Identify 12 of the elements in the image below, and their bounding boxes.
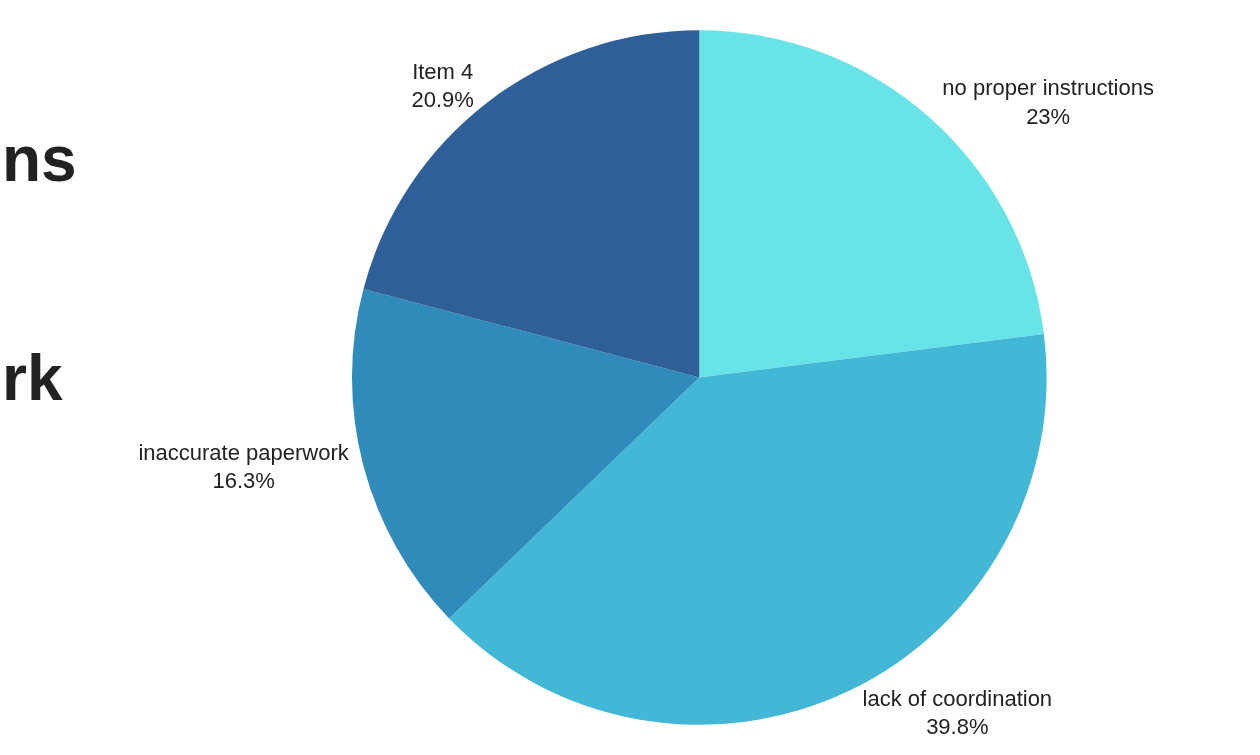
data-label: 23% bbox=[1026, 103, 1071, 129]
slice-label: Item 4 bbox=[412, 58, 474, 84]
data-label: 16.3% bbox=[212, 468, 275, 494]
slice-label: no proper instructions bbox=[942, 75, 1154, 101]
slice-label: inaccurate paperwork bbox=[138, 439, 350, 465]
data-label: 20.9% bbox=[411, 87, 474, 113]
pie-slice bbox=[352, 289, 700, 619]
data-label: 39.8% bbox=[926, 714, 989, 740]
pie-slice bbox=[363, 30, 700, 378]
slice-label: lack of coordination bbox=[862, 685, 1053, 711]
text: rk bbox=[2, 342, 63, 414]
text: ns bbox=[2, 123, 77, 195]
